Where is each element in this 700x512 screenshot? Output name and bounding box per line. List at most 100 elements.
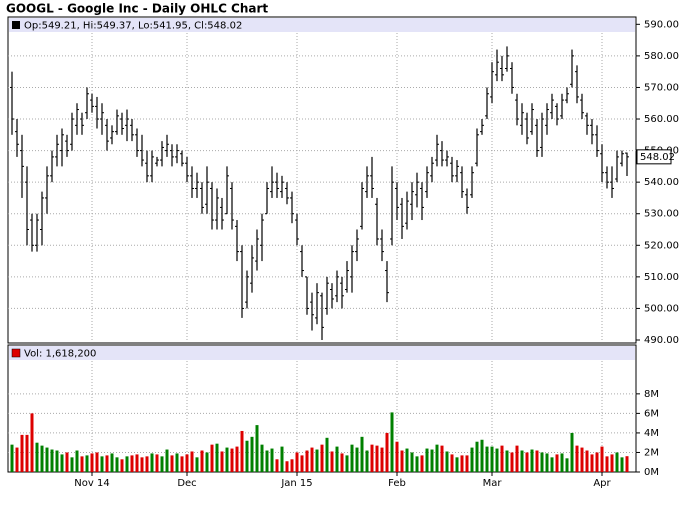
volume-bar — [240, 430, 244, 472]
x-tick-label: Nov 14 — [74, 478, 109, 489]
volume-bar — [525, 452, 529, 472]
volume-bar — [550, 457, 554, 472]
y-tick-label: 490.00 — [644, 335, 679, 346]
price-legend-strip — [9, 18, 635, 32]
y-tick-label: 500.00 — [644, 303, 679, 314]
volume-bar — [495, 448, 499, 472]
volume-bar — [150, 453, 154, 472]
volume-bar — [595, 452, 599, 472]
volume-bar — [555, 454, 559, 472]
volume-bar — [205, 452, 209, 472]
volume-bar — [120, 459, 124, 472]
volume-bar — [280, 446, 284, 472]
volume-bar — [270, 448, 274, 472]
volume-bar — [85, 455, 89, 472]
y-tick-label: 560.00 — [644, 114, 679, 125]
volume-bar — [370, 444, 374, 472]
volume-bar — [220, 451, 224, 472]
volume-bar — [315, 449, 319, 472]
volume-bar — [395, 441, 399, 472]
volume-bar — [260, 444, 264, 472]
chart-title: GOOGL - Google Inc - Daily OHLC Chart — [6, 2, 268, 16]
price-frame — [7, 16, 637, 344]
volume-bar — [20, 434, 24, 472]
volume-bar — [540, 452, 544, 472]
volume-bar — [470, 447, 474, 472]
volume-bar — [70, 457, 74, 472]
volume-bar — [485, 446, 489, 472]
volume-bar — [45, 447, 49, 472]
volume-bar — [130, 455, 134, 472]
x-tick-label: Apr — [593, 478, 611, 489]
volume-bar — [405, 448, 409, 472]
volume-bar — [225, 447, 229, 472]
volume-bar — [425, 448, 429, 472]
volume-bar — [125, 456, 129, 472]
volume-bar — [110, 453, 114, 472]
x-tick-label: Jan 15 — [280, 478, 312, 489]
volume-bar — [380, 447, 384, 472]
volume-bar — [330, 451, 334, 472]
volume-bar — [305, 450, 309, 472]
volume-bar — [255, 425, 259, 472]
volume-bar — [385, 432, 389, 472]
volume-bar — [50, 449, 54, 472]
volume-bar — [180, 456, 184, 472]
volume-bar — [95, 452, 99, 472]
volume-bar — [625, 456, 629, 472]
volume-bar — [435, 444, 439, 472]
volume-bar — [250, 436, 254, 472]
x-tick-label: Dec — [177, 478, 196, 489]
legend-swatch — [12, 21, 20, 29]
y-tick-label: 520.00 — [644, 240, 679, 251]
volume-bar — [210, 444, 214, 472]
y-tick-label: 590.00 — [644, 19, 679, 30]
volume-bar — [530, 449, 534, 472]
volume-legend: Vol: 1,618,200 — [24, 349, 96, 360]
y-tick-label: 6M — [644, 408, 659, 419]
volume-bar — [25, 434, 29, 472]
y-tick-label: 0M — [644, 467, 659, 478]
volume-legend-strip — [9, 346, 635, 360]
volume-bar — [105, 455, 109, 472]
volume-bar — [265, 450, 269, 472]
volume-bar — [200, 450, 204, 472]
volume-bar — [135, 454, 139, 472]
volume-bar — [545, 453, 549, 472]
volume-bar — [185, 454, 189, 472]
volume-bar — [30, 413, 34, 472]
volume-bar — [500, 445, 504, 472]
volume-bar — [480, 439, 484, 472]
volume-bar — [235, 446, 239, 472]
y-tick-label: 4M — [644, 428, 659, 439]
volume-bar — [510, 452, 514, 472]
volume-bar — [475, 441, 479, 472]
last-price-box — [636, 149, 672, 165]
volume-bar — [410, 452, 414, 472]
volume-bar — [400, 450, 404, 472]
volume-bar — [75, 450, 79, 472]
x-tick-label: Feb — [388, 478, 406, 489]
y-tick-label: 8M — [644, 389, 659, 400]
volume-bar — [165, 449, 169, 472]
volume-bar — [390, 412, 394, 472]
volume-bar — [430, 449, 434, 472]
volume-bar — [60, 454, 64, 472]
y-tick-label: 530.00 — [644, 209, 679, 220]
volume-bar — [15, 447, 19, 472]
price-legend: Op:549.21, Hi:549.37, Lo:541.95, Cl:548.… — [24, 21, 242, 32]
volume-bar — [615, 452, 619, 472]
volume-bar — [230, 448, 234, 472]
volume-bar — [40, 445, 44, 472]
volume-bar — [80, 456, 84, 472]
volume-bar — [320, 444, 324, 472]
volume-bar — [590, 454, 594, 472]
volume-bar — [195, 457, 199, 472]
volume-bar — [620, 457, 624, 472]
volume-bar — [570, 432, 574, 472]
volume-bar — [610, 454, 614, 472]
volume-bar — [215, 443, 219, 472]
volume-bar — [295, 452, 299, 472]
